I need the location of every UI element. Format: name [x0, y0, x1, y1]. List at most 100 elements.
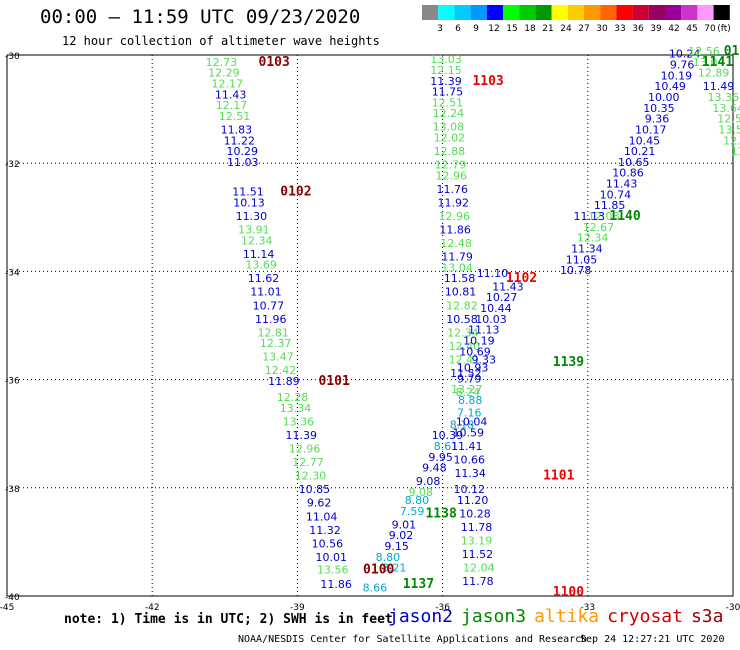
wave-height-label: 10.65 [618, 156, 650, 169]
wave-height-label: 10.78 [560, 264, 592, 277]
pass-label: 1137 [403, 577, 434, 592]
footer-credit: NOAA/NESDIS Center for Satellite Applica… [238, 634, 588, 645]
wave-height-label: 9.76 [670, 59, 695, 72]
colorbar-label: 9 [473, 24, 479, 34]
wave-height-label: 11.58 [444, 272, 476, 285]
wave-height-label: 13.64 [712, 102, 740, 115]
pass-label: 1139 [553, 355, 584, 370]
wave-height-label: 10.12 [453, 483, 485, 496]
wave-height-label: 8.80 [405, 494, 430, 507]
lon-tick-label: -39 [290, 603, 305, 613]
page-title: 00:00 – 11:59 UTC 09/23/2020 [40, 6, 361, 28]
wave-height-label: 12.96 [436, 169, 468, 182]
wave-height-label: 12.51 [432, 96, 464, 109]
wave-height-label: 9.02 [389, 529, 414, 542]
wave-height-label: 11.78 [462, 575, 494, 588]
lat-tick-label: -38 [5, 485, 20, 495]
wave-height-label: 11.89 [268, 375, 300, 388]
colorbar-swatch [535, 5, 552, 20]
colorbar-label: 12 [488, 24, 499, 34]
wave-height-label: 13.08 [433, 121, 465, 134]
wave-height-label: 10.49 [654, 80, 686, 93]
colorbar-label: 6 [455, 24, 461, 34]
wave-height-label: 12.17 [216, 99, 248, 112]
wave-height-label: 12.82 [446, 299, 478, 312]
wave-height-label: 11.83 [221, 123, 253, 136]
wave-height-label: 9.62 [307, 497, 332, 510]
wave-height-label: 11.92 [437, 196, 469, 209]
wave-height-label: 11.34 [571, 242, 603, 255]
lon-tick-label: -45 [0, 603, 14, 613]
colorbar-label: 39 [650, 24, 662, 34]
pass-label: 1141 [702, 55, 733, 70]
wave-height-label: 12.88 [434, 145, 466, 158]
wave-height-label: 12.96 [289, 443, 321, 456]
lat-tick-label: -32 [5, 160, 20, 170]
note-text: note: 1) Time is in UTC; 2) SWH is in fe… [64, 612, 393, 627]
wave-height-label: 13.27 [451, 383, 483, 396]
wave-height-label: 10.13 [233, 196, 265, 209]
wave-height-label: 12.48 [440, 237, 472, 250]
legend-s3a: s3a [690, 606, 724, 627]
wave-height-label: 10.19 [661, 69, 693, 82]
footer-timestamp: Sep 24 12:27:21 UTC 2020 [580, 634, 725, 645]
wave-height-label: 12.5 [723, 134, 740, 147]
wave-height-label: 10.00 [648, 91, 680, 104]
wave-height-label: 9.08 [409, 486, 434, 499]
wave-height-label: 10.86 [612, 167, 644, 180]
wave-height-label: 11.79 [441, 251, 473, 264]
wave-height-label: 11.32 [309, 524, 341, 537]
colorbar-swatch [632, 5, 649, 20]
wave-height-label: 11.75 [432, 86, 464, 99]
colorbar-swatch [584, 5, 601, 20]
wave-height-label: 12.56 [688, 45, 720, 58]
colorbar-swatch [454, 5, 471, 20]
wave-height-label: 10.28 [459, 508, 491, 521]
pass-label: 1103 [472, 74, 503, 89]
colorbar-swatch [503, 5, 520, 20]
wave-height-label: 8.24 [456, 386, 481, 399]
colorbar-label: 70 [704, 24, 716, 34]
wave-height-label: 10.04 [456, 416, 488, 429]
wave-height-label: 13.36 [708, 91, 740, 104]
wave-height-label: 11.14 [243, 248, 275, 261]
colorbar-swatch [438, 5, 455, 20]
wave-height-label: 11.78 [461, 521, 493, 534]
wave-height-label: 10.77 [253, 299, 285, 312]
colorbar-swatch [665, 5, 682, 20]
colorbar-label: 45 [686, 24, 697, 34]
wave-height-label: 8.18 [450, 418, 475, 431]
wave-height-label: 11.76 [437, 183, 469, 196]
lon-tick-label: -36 [435, 603, 450, 613]
wave-height-label: 11.30 [236, 210, 268, 223]
wave-height-label: 13.5 [718, 123, 740, 136]
wave-height-label: 9.01 [392, 518, 417, 531]
colorbar-swatch [486, 5, 503, 20]
wave-height-label: 11.86 [439, 224, 471, 237]
pass-label: 0102 [280, 185, 311, 200]
wave-height-label: 13.69 [245, 259, 277, 272]
wave-height-label: 11.85 [594, 199, 626, 212]
wave-height-label: 10.27 [486, 291, 518, 304]
wave-height-label: 13 [731, 145, 740, 158]
wave-height-label: 10.35 [643, 102, 675, 115]
wave-height-label: 11.96 [255, 313, 287, 326]
colorbar-label: 27 [578, 24, 589, 34]
wave-height-label: 8.88 [458, 394, 483, 407]
colorbar-unit: (ft) [717, 24, 731, 34]
wave-height-label: 8.66 [363, 582, 388, 595]
colorbar-swatch [600, 5, 617, 20]
colorbar-swatch [681, 5, 698, 20]
wave-height-label: 12.15 [430, 64, 462, 77]
lat-tick-label: -40 [5, 593, 20, 603]
wave-height-label: 13.04 [441, 261, 473, 274]
wave-height-label: 10.59 [453, 426, 485, 439]
wave-height-label: 12.40 [449, 340, 481, 353]
wave-height-label: 11.41 [451, 440, 483, 453]
pass-label: 1140 [609, 209, 640, 224]
wave-height-label: 11.01 [250, 286, 282, 299]
wave-height-label: 10.29 [226, 145, 258, 158]
wave-height-label: 12.04 [463, 562, 495, 575]
wave-height-label: 13.04 [693, 56, 725, 69]
wave-height-label: 11.10 [477, 267, 509, 280]
